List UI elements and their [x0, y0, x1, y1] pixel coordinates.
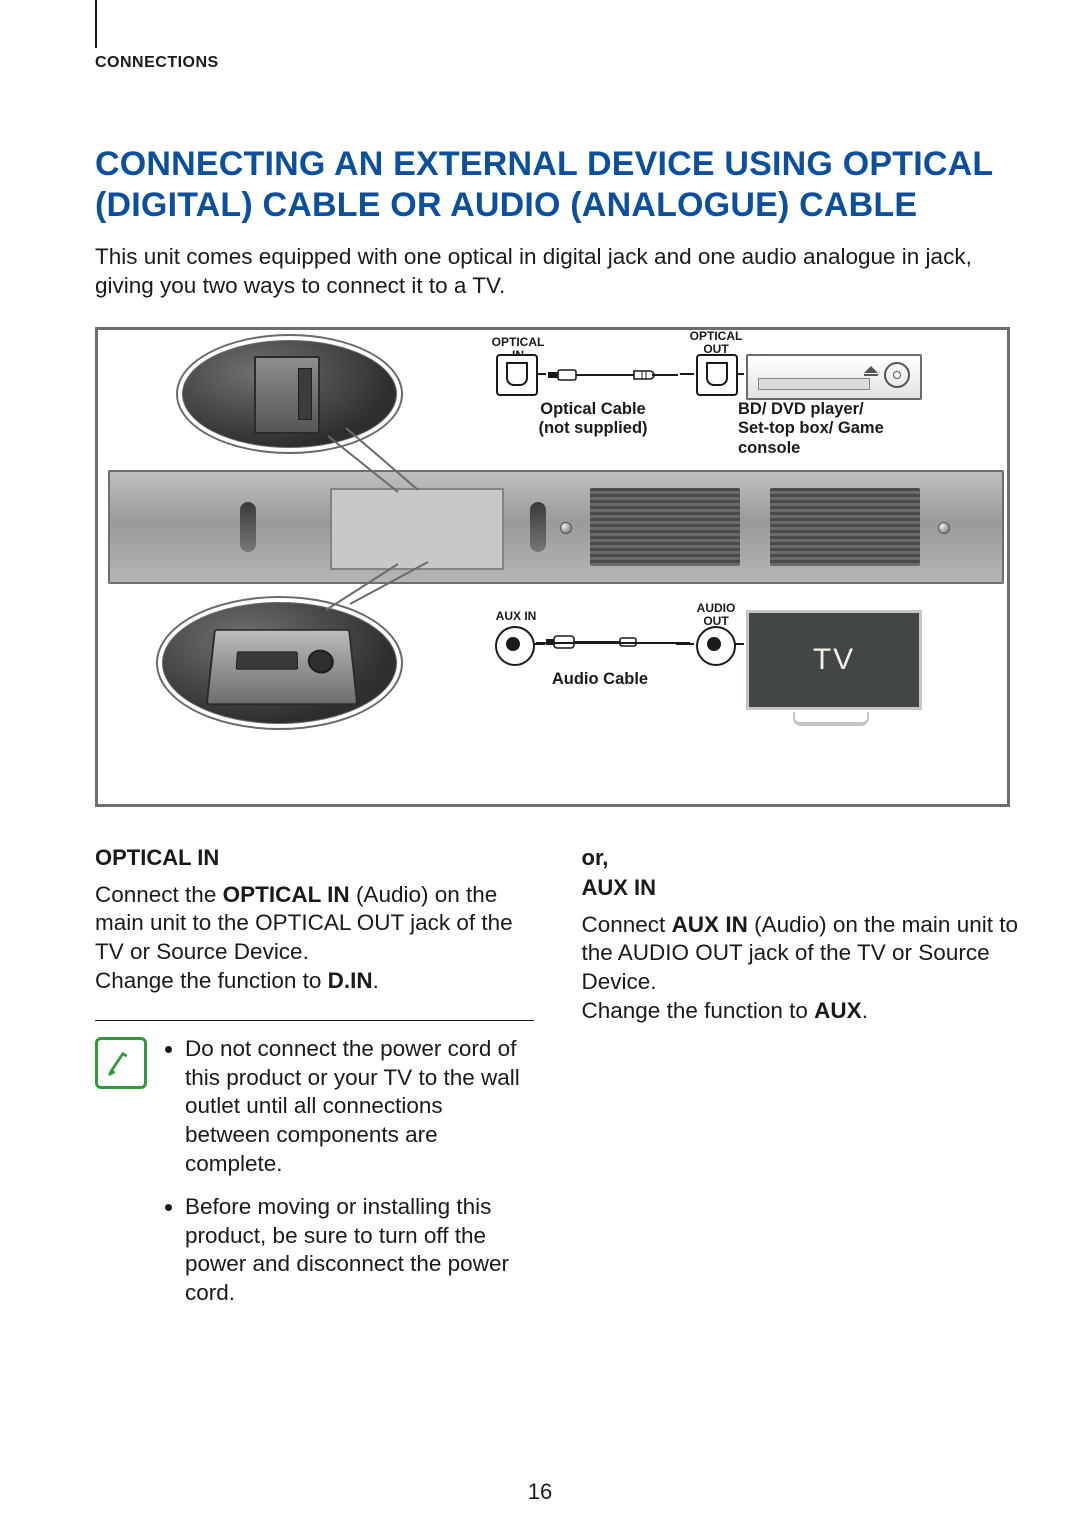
t: Change the function to	[582, 998, 815, 1023]
aux-cable-connector-line-left	[536, 642, 690, 644]
label-audio-out: AUDIO OUT	[688, 602, 744, 628]
t: OPTICAL IN	[223, 882, 350, 907]
t: .	[373, 968, 379, 993]
right-column: or, AUX IN Connect AUX IN (Audio) on the…	[582, 845, 1021, 1322]
opt-conn-line-2	[680, 373, 694, 375]
opt-conn-line-1	[536, 373, 546, 375]
instruction-columns: OPTICAL IN Connect the OPTICAL IN (Audio…	[95, 845, 1020, 1322]
callout-pointer-lines	[98, 330, 1008, 806]
left-column: OPTICAL IN Connect the OPTICAL IN (Audio…	[95, 845, 534, 1322]
heading-aux-in: AUX IN	[582, 875, 1021, 901]
header-rule	[95, 0, 97, 48]
intro-paragraph: This unit comes equipped with one optica…	[95, 243, 1020, 301]
t: AUX	[814, 998, 862, 1023]
t: Connect the	[95, 882, 223, 907]
aux-conn-line-3	[734, 643, 744, 645]
t: .	[862, 998, 868, 1023]
page-number: 16	[0, 1479, 1080, 1505]
tv-icon: TV	[746, 610, 916, 718]
optical-paragraph-1: Connect the OPTICAL IN (Audio) on the ma…	[95, 881, 534, 967]
conn-line-1	[533, 643, 545, 645]
aux-in-jack-icon	[495, 626, 535, 666]
divider	[95, 1020, 534, 1021]
heading-optical-in: OPTICAL IN	[95, 845, 534, 871]
aux-paragraph-1: Connect AUX IN (Audio) on the main unit …	[582, 911, 1021, 997]
optical-paragraph-2: Change the function to D.IN.	[95, 967, 534, 996]
t: AUX IN	[672, 912, 748, 937]
note-block: Do not connect the power cord of this pr…	[95, 1035, 534, 1322]
audio-out-jack-icon	[696, 626, 736, 666]
section-header: CONNECTIONS	[95, 54, 1020, 72]
label-aux-in: AUX IN	[494, 610, 538, 623]
t: Connect	[582, 912, 672, 937]
opt-conn-line-3	[736, 373, 744, 375]
connection-diagram: OPTICAL IN OPTICAL OUT Optical Cable (no…	[95, 327, 1010, 807]
t: D.IN	[328, 968, 373, 993]
label-audio-cable: Audio Cable	[530, 670, 670, 690]
conn-line-2	[676, 643, 694, 645]
note-item: Before moving or installing this product…	[185, 1193, 534, 1308]
aux-paragraph-2: Change the function to AUX.	[582, 997, 1021, 1026]
or-label: or,	[582, 845, 1021, 871]
note-item: Do not connect the power cord of this pr…	[185, 1035, 534, 1179]
note-icon	[95, 1037, 147, 1089]
tv-label: TV	[813, 643, 855, 677]
t: Change the function to	[95, 968, 328, 993]
notes-list: Do not connect the power cord of this pr…	[163, 1035, 534, 1322]
page-title: CONNECTING AN EXTERNAL DEVICE USING OPTI…	[95, 144, 1020, 227]
